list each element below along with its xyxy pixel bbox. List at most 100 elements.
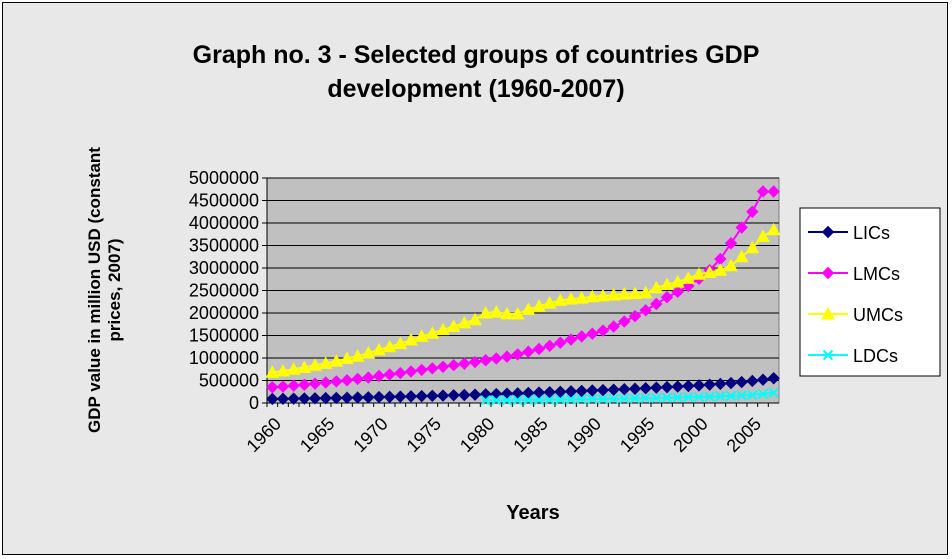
series-ldcs-point <box>491 395 502 406</box>
series-umcs-point <box>702 265 717 278</box>
series-ldcs-point <box>683 392 694 403</box>
series-ldcs-point <box>512 394 523 406</box>
series-lmcs-point <box>287 379 300 392</box>
series-ldcs-point <box>587 393 598 405</box>
series-ldcs-point <box>523 394 534 406</box>
series-lmcs-point <box>500 350 514 363</box>
series-umcs-point <box>542 296 557 309</box>
series-umcs-point <box>596 288 610 302</box>
series-ldcs-point-stroke <box>565 394 577 405</box>
series-umcs-point <box>500 306 514 320</box>
y-tick-label: 0 <box>249 393 259 413</box>
legend-label-umcs: UMCs <box>853 305 903 325</box>
series-umcs <box>265 222 781 378</box>
series-lics-point <box>660 380 674 394</box>
legend-marker-lics <box>821 225 835 239</box>
series-umcs-point <box>414 329 429 342</box>
series-umcs-point <box>628 286 642 300</box>
series-ldcs-point-stroke <box>629 393 641 404</box>
series-ldcs-point-stroke <box>768 387 779 398</box>
series-lmcs-point <box>586 327 599 340</box>
legend-item-ldcs: LDCs <box>808 346 898 366</box>
series-lmcs-point <box>458 357 471 370</box>
series-umcs-point <box>660 277 674 291</box>
series-ldcs-point-stroke <box>757 388 769 400</box>
series-umcs-point <box>404 332 418 346</box>
series-lics-point <box>319 391 332 405</box>
series-umcs-point <box>585 289 600 303</box>
series-lics-point <box>543 385 556 399</box>
series-umcs-point <box>297 360 312 373</box>
series-ldcs-point <box>619 393 630 404</box>
y-axis-title: GDP value in million USD (constant price… <box>85 147 124 433</box>
series-umcs-point <box>308 358 322 371</box>
series-lics-point <box>532 386 546 399</box>
series-lics-point <box>415 389 428 403</box>
series-ldcs-point <box>693 391 705 403</box>
series-lmcs-point <box>618 315 631 328</box>
series-ldcs-point <box>544 394 555 405</box>
series-lmcs-point <box>479 354 492 367</box>
series-lics-point <box>628 382 642 395</box>
series-lmcs-point <box>671 285 684 299</box>
x-axis-title: Years <box>506 502 559 524</box>
legend-label-lics: LICs <box>853 223 890 243</box>
series-lics-point <box>650 381 663 394</box>
y-tick-label: 4000000 <box>189 213 259 233</box>
series-ldcs <box>480 387 779 406</box>
series-ldcs-point-stroke <box>715 391 726 402</box>
series-lics-point <box>767 372 780 385</box>
series-umcs-point <box>468 312 482 326</box>
series-ldcs-point-stroke <box>640 392 651 404</box>
legend-marker-umcs <box>821 306 835 320</box>
series-lmcs-point <box>351 372 364 386</box>
series-umcs-point <box>372 342 386 356</box>
series-umcs-point <box>457 315 472 329</box>
x-tick-label: 2000 <box>669 414 711 456</box>
series-umcs-point <box>713 263 728 276</box>
series-ldcs-point-stroke <box>704 391 715 402</box>
series-lmcs-point <box>660 291 674 304</box>
series-lics-point <box>639 381 652 395</box>
series-umcs-point <box>265 365 280 378</box>
chart-title: Graph no. 3 - Selected groups of countri… <box>0 38 952 106</box>
y-tick-label: 3000000 <box>189 258 259 278</box>
series-ldcs-point-stroke <box>576 394 587 405</box>
series-ldcs-point-stroke <box>544 394 555 405</box>
series-umcs-point <box>361 346 376 359</box>
series-umcs-point <box>724 258 738 272</box>
series-umcs-point <box>510 306 525 320</box>
series-ldcs-point-stroke <box>619 393 630 404</box>
series-ldcs-point-stroke <box>587 393 598 405</box>
chart-title-line-2: development (1960-2007) <box>327 75 625 103</box>
series-lics-point <box>266 392 279 406</box>
series-ldcs-point <box>640 392 651 404</box>
series-umcs-point <box>574 291 589 304</box>
series-umcs-point <box>564 292 578 305</box>
series-lmcs-point <box>596 324 610 337</box>
y-tick-label: 5000000 <box>189 168 259 188</box>
y-tick-label: 4500000 <box>189 191 259 211</box>
series-ldcs-point <box>608 393 619 404</box>
series-ldcs-point-stroke <box>747 389 758 401</box>
series-lics-point <box>351 391 364 404</box>
x-tick-label: 2005 <box>723 414 765 456</box>
series-ldcs-point <box>661 392 673 403</box>
x-tick-label: 1985 <box>509 414 551 456</box>
series-ldcs-point <box>672 392 683 403</box>
x-tick-label: 1980 <box>456 414 498 456</box>
x-tick-label: 1960 <box>243 414 285 456</box>
x-tick-label: 1975 <box>403 414 445 456</box>
series-lmcs-point <box>436 360 450 373</box>
series-ldcs-point <box>725 390 737 402</box>
series-ldcs-point <box>747 389 758 401</box>
series-ldcs-point <box>597 393 609 405</box>
series-ldcs-point-stroke <box>533 394 545 406</box>
series-umcs-point <box>425 326 440 339</box>
legend-label-lmcs: LMCs <box>853 264 900 284</box>
series-ldcs-point <box>768 387 779 398</box>
series-ldcs-point <box>480 395 491 406</box>
y-axis-title-line-1: GDP value in million USD (constant <box>85 147 104 433</box>
series-ldcs-point <box>533 394 545 406</box>
